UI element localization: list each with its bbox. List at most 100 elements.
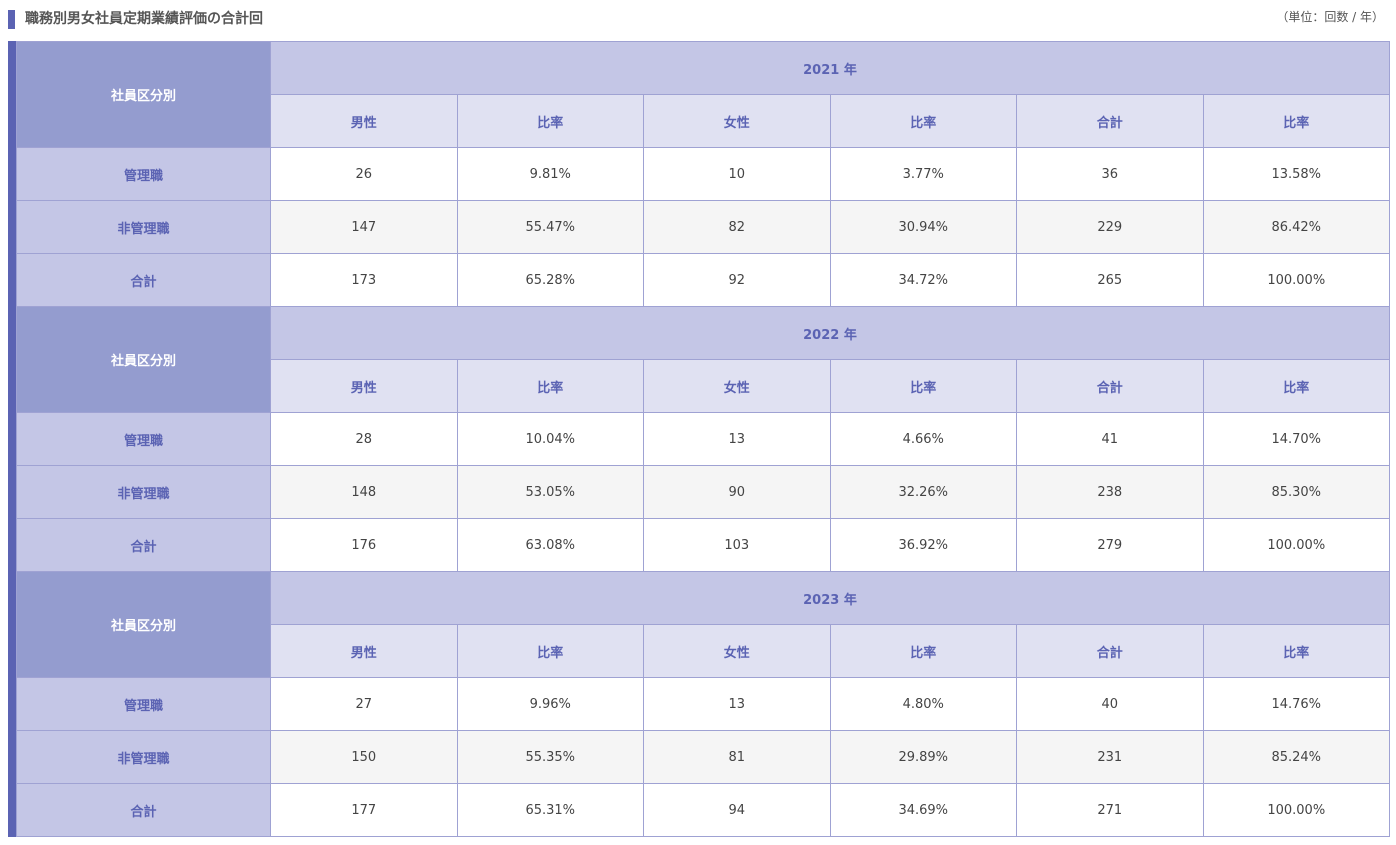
column-header: 比率 [456, 94, 644, 148]
table-row: 非管理職 148 53.05% 90 32.26% 238 85.30% [16, 465, 1390, 519]
column-header: 合計 [1016, 624, 1204, 678]
table-row: 合計 173 65.28% 92 34.72% 265 100.00% [16, 253, 1390, 307]
table-cell: 53.05% [456, 465, 644, 519]
table-cell: 92 [643, 253, 831, 307]
table-cell: 14.76% [1202, 677, 1390, 731]
table-cell: 100.00% [1202, 518, 1390, 572]
table-cell: 271 [1016, 783, 1204, 837]
table-cell: 173 [270, 253, 458, 307]
table-cell: 229 [1016, 200, 1204, 254]
table-cell: 279 [1016, 518, 1204, 572]
table-cell: 3.77% [829, 147, 1017, 201]
row-label: 管理職 [16, 412, 271, 466]
column-header: 女性 [643, 624, 831, 678]
table-cell: 150 [270, 730, 458, 784]
table-cell: 32.26% [829, 465, 1017, 519]
table-cell: 10 [643, 147, 831, 201]
table-cell: 65.28% [456, 253, 644, 307]
table-cell: 27 [270, 677, 458, 731]
category-header: 社員区分別 [16, 571, 271, 678]
table-cell: 148 [270, 465, 458, 519]
page-title: 職務別男女社員定期業績評価の合計回 [25, 11, 263, 27]
table-cell: 41 [1016, 412, 1204, 466]
table-cell: 85.24% [1202, 730, 1390, 784]
table-cell: 26 [270, 147, 458, 201]
table-cell: 82 [643, 200, 831, 254]
column-header: 合計 [1016, 94, 1204, 148]
table-row: 管理職 26 9.81% 10 3.77% 36 13.58% [16, 147, 1390, 201]
table-cell: 9.96% [456, 677, 644, 731]
table-cell: 100.00% [1202, 783, 1390, 837]
table-cell: 28 [270, 412, 458, 466]
table-cell: 34.69% [829, 783, 1017, 837]
table-cell: 9.81% [456, 147, 644, 201]
row-label: 非管理職 [16, 200, 271, 254]
row-label: 非管理職 [16, 465, 271, 519]
table-cell: 231 [1016, 730, 1204, 784]
page-header: 職務別男女社員定期業績評価の合計回 （単位：回数 / 年） [0, 0, 1396, 41]
year-header: 2021 年 [270, 41, 1390, 95]
column-header: 女性 [643, 94, 831, 148]
column-header: 比率 [829, 359, 1017, 413]
table-cell: 90 [643, 465, 831, 519]
table-cell: 147 [270, 200, 458, 254]
evaluation-table-container: 社員区分別 2021 年男性 比率 女性 比率 合計 比率 管理職 26 9.81% 10 3.77%… [8, 41, 1390, 837]
table-row: 非管理職 147 55.47% 82 30.94% 229 86.42% [16, 200, 1390, 254]
table-row: 非管理職 150 55.35% 81 29.89% 231 85.24% [16, 730, 1390, 784]
row-label: 合計 [16, 253, 271, 307]
table-cell: 14.70% [1202, 412, 1390, 466]
table-cell: 55.47% [456, 200, 644, 254]
row-label: 非管理職 [16, 730, 271, 784]
table-row: 合計 176 63.08% 103 36.92% 279 100.00% [16, 518, 1390, 572]
column-header-row: 男性 比率 女性 比率 合計 比率 [17, 624, 1390, 678]
table-cell: 65.31% [456, 783, 644, 837]
table-cell: 55.35% [456, 730, 644, 784]
category-header: 社員区分別 [16, 306, 271, 413]
table-cell: 265 [1016, 253, 1204, 307]
column-header-row: 男性 比率 女性 比率 合計 比率 [17, 359, 1390, 413]
column-header: 合計 [1016, 359, 1204, 413]
year-header: 2023 年 [270, 571, 1390, 625]
column-header: 比率 [829, 624, 1017, 678]
column-header: 比率 [456, 359, 644, 413]
column-header: 男性 [270, 624, 458, 678]
table-cell: 176 [270, 518, 458, 572]
row-label: 合計 [16, 783, 271, 837]
table-cell: 4.66% [829, 412, 1017, 466]
column-header: 男性 [270, 359, 458, 413]
table-row: 管理職 28 10.04% 13 4.66% 41 14.70% [16, 412, 1390, 466]
table-cell: 30.94% [829, 200, 1017, 254]
table-cell: 34.72% [829, 253, 1017, 307]
table-cell: 81 [643, 730, 831, 784]
row-label: 合計 [16, 518, 271, 572]
year-header: 2022 年 [270, 306, 1390, 360]
unit-note: （単位：回数 / 年） [1276, 10, 1384, 24]
table-row: 管理職 27 9.96% 13 4.80% 40 14.76% [16, 677, 1390, 731]
table-cell: 103 [643, 518, 831, 572]
table-cell: 4.80% [829, 677, 1017, 731]
table-cell: 85.30% [1202, 465, 1390, 519]
table-cell: 40 [1016, 677, 1204, 731]
column-header-row: 男性 比率 女性 比率 合計 比率 [17, 94, 1390, 148]
title-accent-bar [8, 10, 15, 29]
year-header-row: 社員区分別 2022 年 [16, 306, 1390, 413]
table-cell: 36 [1016, 147, 1204, 201]
table-cell: 100.00% [1202, 253, 1390, 307]
column-header: 男性 [270, 94, 458, 148]
evaluation-table: 社員区分別 2021 年男性 比率 女性 比率 合計 比率 管理職 26 9.81% 10 3.77%… [16, 41, 1390, 837]
category-header: 社員区分別 [16, 41, 271, 148]
column-header: 比率 [1202, 359, 1390, 413]
row-label: 管理職 [16, 677, 271, 731]
table-cell: 29.89% [829, 730, 1017, 784]
column-header: 比率 [829, 94, 1017, 148]
column-header: 比率 [456, 624, 644, 678]
column-header: 女性 [643, 359, 831, 413]
year-header-row: 社員区分別 2023 年 [16, 571, 1390, 678]
column-header: 比率 [1202, 94, 1390, 148]
table-cell: 13.58% [1202, 147, 1390, 201]
table-cell: 13 [643, 412, 831, 466]
table-cell: 36.92% [829, 518, 1017, 572]
table-cell: 177 [270, 783, 458, 837]
year-header-row: 社員区分別 2021 年 [16, 41, 1390, 148]
table-row: 合計 177 65.31% 94 34.69% 271 100.00% [16, 783, 1390, 837]
